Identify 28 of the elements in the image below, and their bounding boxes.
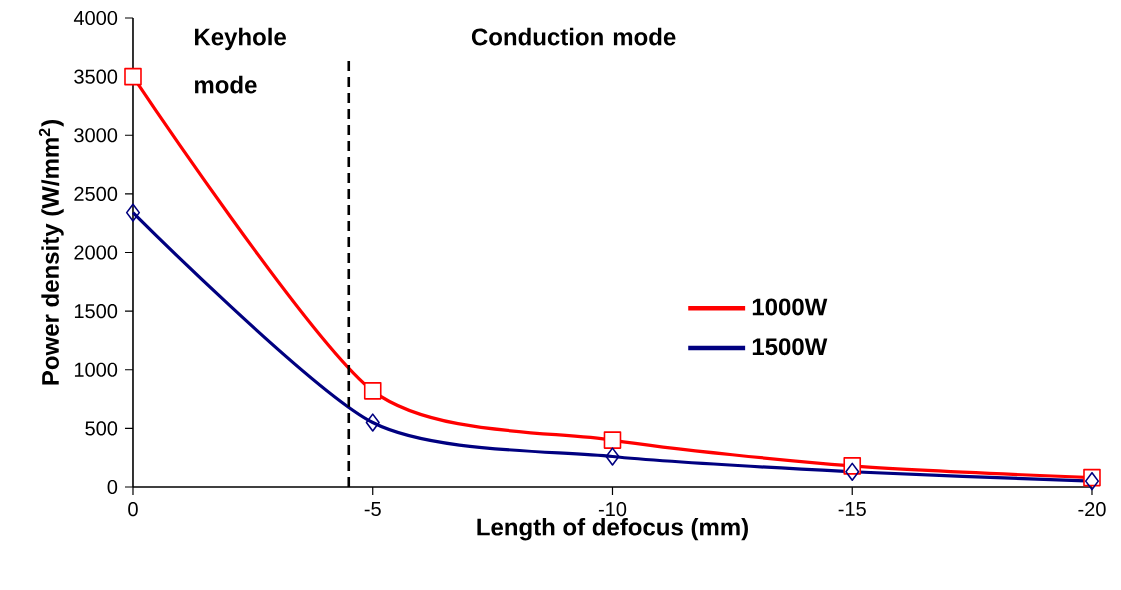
point xyxy=(365,413,380,432)
point xyxy=(1084,471,1100,491)
x-tick-label: -10 xyxy=(598,502,627,517)
y-tick-label: 4000 xyxy=(73,10,118,26)
x-tick-label: -20 xyxy=(1078,502,1106,517)
y-tick-label: 3500 xyxy=(74,69,118,84)
y-tick-label: 0 xyxy=(107,479,118,495)
legend-label: 1000W xyxy=(752,298,828,316)
legend-label: 1500W xyxy=(752,338,828,356)
y-axis-title: Power density (W/mm$^{2}$) xyxy=(38,120,64,385)
point xyxy=(603,431,622,449)
annotation: Conduction mode xyxy=(471,27,676,46)
annotation: Keyhole mode xyxy=(194,27,286,94)
y-tick-label: 1500 xyxy=(74,304,118,319)
y-tick-label: 1000 xyxy=(74,362,118,377)
x-tick-label: 0 xyxy=(128,502,138,517)
x-tick-label: -5 xyxy=(364,502,381,517)
y-tick-label: 2000 xyxy=(74,245,118,260)
x-axis-title: Length of defocus (mm) xyxy=(477,517,748,541)
point xyxy=(124,67,142,86)
y-tick-label: 2500 xyxy=(74,186,118,201)
point xyxy=(845,462,860,481)
point xyxy=(605,447,620,466)
y-tick-label: 500 xyxy=(85,421,118,436)
y-tick-label: 3000 xyxy=(74,128,118,143)
point xyxy=(125,203,141,222)
point xyxy=(363,382,382,400)
x-tick-label: -15 xyxy=(838,502,866,517)
